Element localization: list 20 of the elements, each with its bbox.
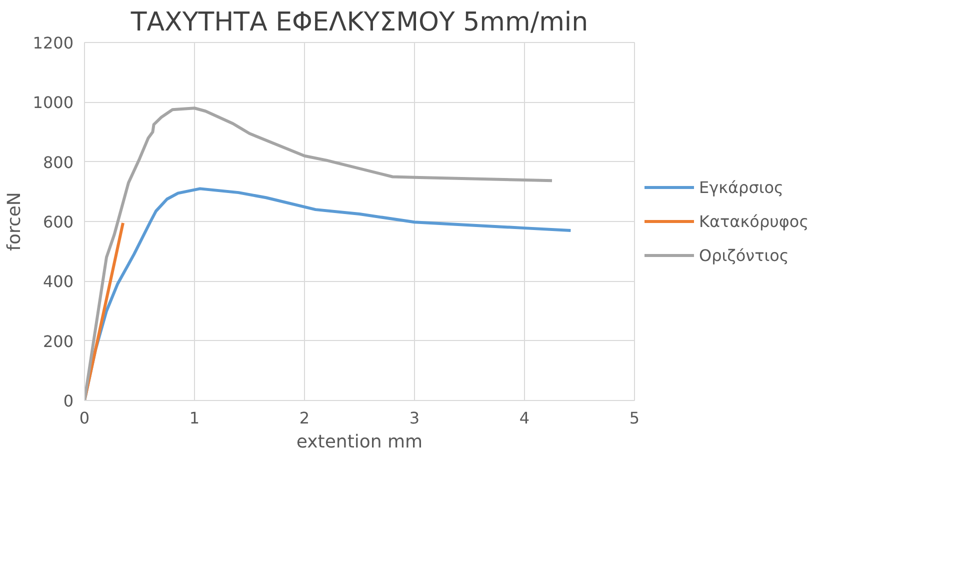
legend-label: Κατακόρυφος	[699, 212, 809, 230]
x-tick-label: 5	[629, 408, 640, 428]
y-tick-label: 600	[42, 212, 74, 232]
chart-title: ΤΑΧΥΤΗΤΑ ΕΦΕΛΚΥΣΜΟΥ 5mm/min	[130, 8, 588, 38]
x-tick-label: 2	[299, 408, 310, 428]
y-tick-label: 0	[63, 392, 74, 410]
legend-label: Εγκάρσιος	[699, 178, 784, 196]
x-tick-label: 1	[189, 408, 200, 428]
x-tick-label: 0	[79, 408, 90, 428]
y-tick-label: 400	[42, 272, 74, 292]
y-tick-label: 1000	[32, 93, 74, 112]
line-series	[84, 106, 554, 400]
y-tick-label: 1200	[32, 34, 74, 52]
x-tick-label: 3	[409, 408, 420, 428]
legend-label: Οριζόντιος	[699, 246, 789, 264]
x-axis-title: extention mm	[296, 432, 423, 452]
y-tick-label: 800	[42, 152, 74, 172]
x-tick-label: 4	[519, 408, 530, 428]
y-axis-title: forceN	[4, 192, 25, 251]
y-tick-label: 200	[42, 332, 74, 351]
